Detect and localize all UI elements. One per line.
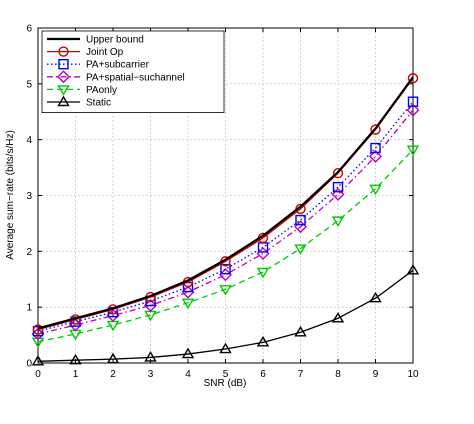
data-point xyxy=(32,324,44,335)
y-tick-label: 0 xyxy=(26,359,32,370)
data-point xyxy=(332,167,344,179)
x-tick-label: 9 xyxy=(373,369,379,380)
data-point xyxy=(406,103,420,117)
data-point xyxy=(69,353,82,365)
x-tick-label: 2 xyxy=(110,369,116,380)
data-point xyxy=(256,335,270,347)
data-point xyxy=(220,264,231,275)
series-line xyxy=(37,269,414,362)
data-point xyxy=(407,96,419,107)
data-point xyxy=(294,244,307,255)
legend-entry: PA+spatial−suchannel xyxy=(47,70,185,84)
legend-marker xyxy=(58,59,69,70)
x-tick-labels: 0 1 2 3 4 5 6 7 8 9 10 xyxy=(35,369,419,380)
data-point xyxy=(219,285,232,296)
legend-marker xyxy=(57,95,70,107)
data-point xyxy=(181,298,195,310)
y-tick-labels: 0 1 2 3 4 5 6 xyxy=(26,24,32,370)
data-point xyxy=(31,354,45,366)
y-tick-label: 1 xyxy=(26,303,32,314)
y-tick-label: 2 xyxy=(26,247,32,258)
y-tick-label: 6 xyxy=(26,24,32,35)
x-axis-label: SNR (dB) xyxy=(204,378,247,389)
data-point xyxy=(331,311,345,323)
x-tick-label: 0 xyxy=(35,369,41,380)
legend-label: PAonly xyxy=(86,85,117,96)
x-tick-label: 7 xyxy=(298,369,304,380)
legend-box xyxy=(41,30,225,113)
series-4 xyxy=(31,145,420,349)
data-point xyxy=(294,325,307,337)
grid xyxy=(38,28,413,363)
x-tick-label: 6 xyxy=(260,369,266,380)
data-point xyxy=(69,318,82,332)
y-tick-label: 3 xyxy=(26,191,32,202)
data-point xyxy=(31,337,45,349)
legend-label: Static xyxy=(86,98,111,109)
x-tick-label: 5 xyxy=(223,369,229,380)
data-point xyxy=(331,216,345,228)
series-line xyxy=(37,76,414,330)
legend-marker xyxy=(58,46,69,57)
data-point xyxy=(332,181,344,193)
data-point xyxy=(406,263,420,275)
y-tick-label: 4 xyxy=(26,135,32,146)
data-point xyxy=(144,299,157,312)
series-5 xyxy=(31,263,420,366)
series-line xyxy=(37,109,414,335)
legend-label: PA+spatial−suchannel xyxy=(86,72,185,83)
y-tick-label: 5 xyxy=(26,79,32,90)
legend-entry: PAonly xyxy=(47,85,117,96)
data-point xyxy=(144,351,157,362)
data-point xyxy=(369,291,382,303)
legend-entry: Joint Op xyxy=(47,46,124,58)
legend-label: PA+subcarrier xyxy=(86,60,150,71)
legend-entry: Static xyxy=(47,95,111,109)
series-layer xyxy=(31,73,420,366)
data-point xyxy=(106,352,120,364)
legend-label: Upper bound xyxy=(86,35,144,46)
legend-marker xyxy=(57,70,70,84)
legend-entry: Upper bound xyxy=(47,35,144,46)
data-point xyxy=(406,145,420,157)
data-point xyxy=(181,347,195,359)
x-tick-label: 10 xyxy=(407,369,419,380)
x-tick-label: 3 xyxy=(148,369,154,380)
series-line xyxy=(37,101,414,332)
x-tick-label: 4 xyxy=(185,369,191,380)
data-point xyxy=(219,342,232,354)
legend-entry: PA+subcarrier xyxy=(47,59,150,71)
data-point xyxy=(370,142,381,154)
series-0 xyxy=(37,76,414,330)
data-point xyxy=(181,285,195,299)
legend-marker xyxy=(57,85,70,96)
data-point xyxy=(219,268,232,282)
x-tick-label: 8 xyxy=(335,369,341,380)
data-point xyxy=(369,184,382,196)
data-point xyxy=(256,267,270,279)
data-point xyxy=(407,73,419,84)
y-axis-label: Average sum−rate (bits/s/Hz) xyxy=(5,130,16,260)
data-point xyxy=(331,187,345,201)
data-point xyxy=(370,124,381,135)
series-line xyxy=(37,149,414,343)
legend-label: Joint Op xyxy=(86,47,124,58)
data-point xyxy=(369,149,382,163)
data-point xyxy=(295,214,306,226)
x-tick-label: 1 xyxy=(73,369,79,380)
